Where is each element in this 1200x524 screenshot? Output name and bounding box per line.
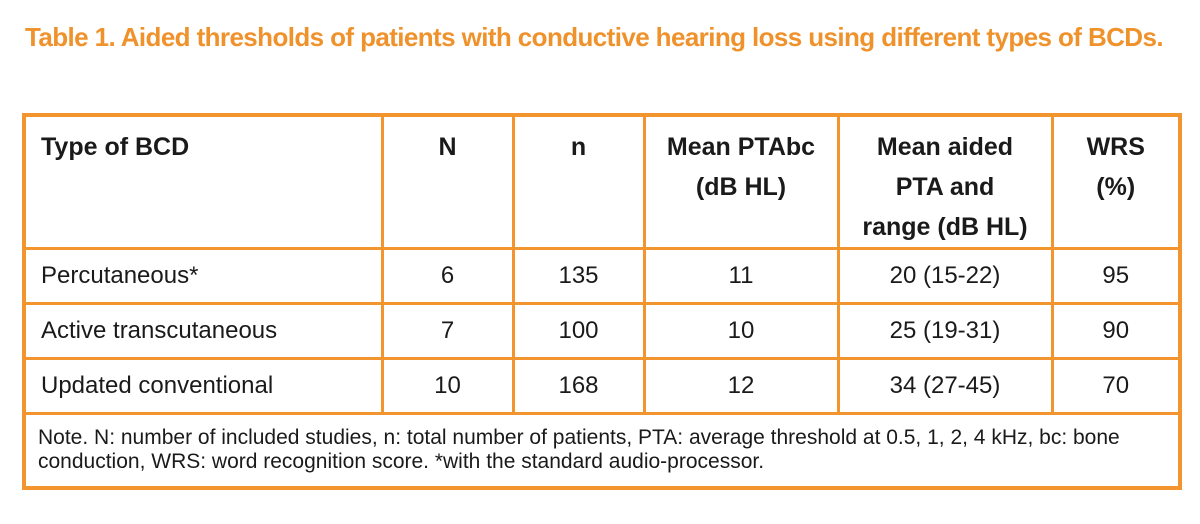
cell-mean-aided-pta-range: 34 (27-45) <box>836 357 1054 415</box>
cell-type-of-bcd: Updated conventional <box>22 357 384 415</box>
cell-n-studies: 7 <box>380 302 515 360</box>
cell-n-patients: 100 <box>511 302 646 360</box>
table-row-updated-conventional: Updated conventional 10 168 12 34 (27-45… <box>22 357 1182 415</box>
cell-mean-aided-pta-range: 20 (15-22) <box>836 247 1054 305</box>
cell-type-of-bcd: Active transcutaneous <box>22 302 384 360</box>
cell-wrs: 95 <box>1050 247 1182 305</box>
bcd-thresholds-table: Type of BCD N n Mean PTAbc (dB HL) Mean … <box>22 113 1182 490</box>
cell-n-patients: 135 <box>511 247 646 305</box>
header-n-studies: N <box>380 113 515 250</box>
header-wrs: WRS (%) <box>1050 113 1182 250</box>
header-mean-ptabc: Mean PTAbc (dB HL) <box>642 113 840 250</box>
cell-n-patients: 168 <box>511 357 646 415</box>
note-row: Note. N: number of included studies, n: … <box>22 412 1182 489</box>
header-mean-aided-pta-range: Mean aided PTA and range (dB HL) <box>836 113 1054 250</box>
header-type-of-bcd: Type of BCD <box>22 113 384 250</box>
cell-mean-aided-pta-range: 25 (19-31) <box>836 302 1054 360</box>
cell-mean-ptabc: 12 <box>642 357 840 415</box>
header-n-patients: n <box>511 113 646 250</box>
table-caption: Table 1. Aided thresholds of patients wi… <box>25 22 1164 52</box>
table-note: Note. N: number of included studies, n: … <box>22 412 1182 489</box>
cell-n-studies: 10 <box>380 357 515 415</box>
cell-wrs: 70 <box>1050 357 1182 415</box>
cell-mean-ptabc: 11 <box>642 247 840 305</box>
header-row: Type of BCD N n Mean PTAbc (dB HL) Mean … <box>22 113 1182 250</box>
cell-n-studies: 6 <box>380 247 515 305</box>
table-row-active-transcutaneous: Active transcutaneous 7 100 10 25 (19-31… <box>22 302 1182 360</box>
cell-type-of-bcd: Percutaneous* <box>22 247 384 305</box>
cell-mean-ptabc: 10 <box>642 302 840 360</box>
cell-wrs: 90 <box>1050 302 1182 360</box>
table-row-percutaneous: Percutaneous* 6 135 11 20 (15-22) 95 <box>22 247 1182 305</box>
